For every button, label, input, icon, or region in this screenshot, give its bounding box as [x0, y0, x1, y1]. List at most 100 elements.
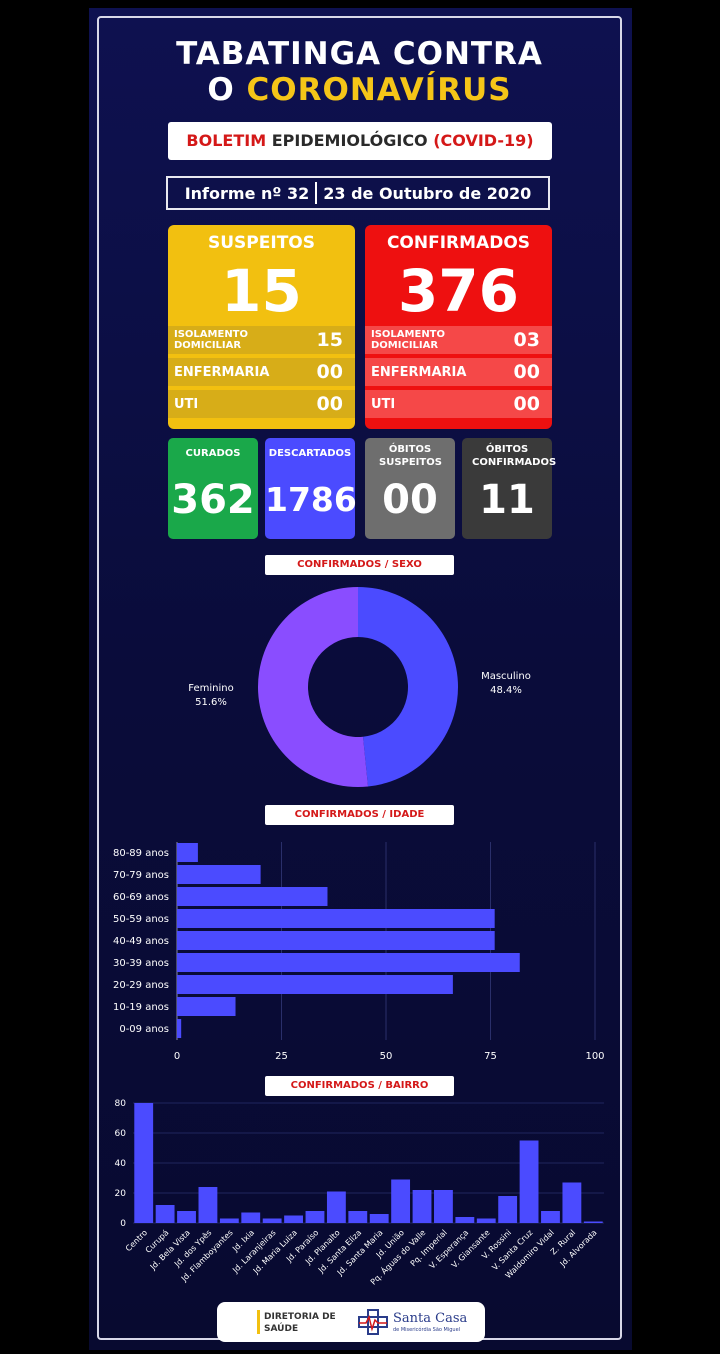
age-bar: [177, 1019, 182, 1038]
santa-casa-brand: Santa Casa: [393, 1311, 468, 1326]
bulletin-word-1: BOLETIM: [186, 131, 267, 150]
title-highlight: CORONAVÍRUS: [246, 72, 512, 108]
age-bar: [177, 865, 261, 884]
title-line-1: TABATINGA CONTRA: [176, 36, 543, 72]
age-x-tick: 50: [380, 1051, 393, 1062]
age-category-label: 40-49 anos: [113, 936, 169, 947]
bairro-bar: [134, 1103, 154, 1223]
section-title-sexo: CONFIRMADOS / SEXO: [265, 555, 454, 575]
stat-obitos-confirmados: ÓBITOS CONFIRMADOS 11: [462, 438, 557, 539]
bairro-bar: [177, 1211, 196, 1223]
age-bar: [177, 975, 453, 994]
title-prefix: O: [207, 72, 235, 108]
bairro-bar: [305, 1211, 325, 1223]
age-category-label: 10-19 anos: [113, 1002, 169, 1013]
row-label: UTI: [371, 396, 396, 412]
pie-slice-masculino: [358, 587, 458, 787]
stat-title: CURADOS: [185, 448, 241, 459]
bairro-bar: [476, 1218, 496, 1223]
confirmados-card: CONFIRMADOS 376 ISOLAMENTO DOMICILIAR 03 …: [365, 225, 552, 429]
row-value: 00: [316, 393, 343, 415]
bairro-bar: [326, 1191, 346, 1223]
suspeitos-row-uti: UTI 00: [168, 390, 355, 418]
bairro-bar: [412, 1190, 432, 1223]
age-bar: [177, 887, 328, 906]
diretoria-label: DIRETORIA DE SAÚDE: [264, 1311, 336, 1335]
row-value: 03: [513, 329, 540, 351]
bairro-bar: [583, 1221, 603, 1223]
sexo-donut-chart: Masculino 48.4% Feminino 51.6%: [188, 587, 531, 787]
masculino-label: Masculino: [481, 671, 531, 682]
age-category-label: 0-09 anos: [119, 1024, 169, 1035]
confirmados-title: CONFIRMADOS: [386, 233, 531, 253]
santa-casa-cross-icon: [358, 1309, 388, 1335]
confirmados-row-uti: UTI 00: [365, 390, 552, 418]
bairro-bar: [284, 1215, 303, 1223]
suspeitos-total: 15: [221, 257, 302, 325]
bairro-bar: [241, 1212, 261, 1223]
age-category-label: 20-29 anos: [113, 980, 169, 991]
footer-logos: DIRETORIA DE SAÚDE Santa Casa de Misericó…: [217, 1302, 485, 1342]
suspeitos-row-isolamento: ISOLAMENTO DOMICILIAR 15: [168, 326, 355, 354]
age-x-tick: 75: [484, 1051, 497, 1062]
section-title-idade: CONFIRMADOS / IDADE: [265, 805, 454, 825]
suspeitos-card: SUSPEITOS 15 ISOLAMENTO DOMICILIAR 15 ENF…: [168, 225, 355, 429]
bulletin-word-2: EPIDEMIOLÓGICO: [271, 131, 428, 150]
age-bar: [177, 997, 236, 1016]
stat-title: ÓBITOS CONFIRMADOS: [472, 444, 557, 468]
age-bar: [177, 931, 495, 950]
row-label: ISOLAMENTO DOMICILIAR: [371, 329, 446, 351]
masculino-percent: 48.4%: [490, 685, 522, 696]
diretoria-line-1: DIRETORIA DE: [264, 1312, 336, 1322]
bairro-bar: [455, 1217, 475, 1223]
row-value: 00: [316, 361, 343, 383]
bairro-bar: [562, 1182, 582, 1223]
age-category-label: 70-79 anos: [113, 870, 169, 881]
stat-value: 11: [479, 477, 535, 523]
bairro-bar: [262, 1218, 282, 1223]
row-label: UTI: [174, 396, 199, 412]
section-title-bairro: CONFIRMADOS / BAIRRO: [265, 1076, 454, 1096]
stat-curados: CURADOS 362: [168, 438, 258, 539]
age-x-tick: 25: [275, 1051, 288, 1062]
stat-title: ÓBITOS SUSPEITOS: [379, 444, 442, 468]
confirmados-total: 376: [397, 257, 520, 325]
diretoria-line-2: SAÚDE: [264, 1324, 299, 1334]
age-x-tick: 0: [174, 1051, 180, 1062]
santa-casa-subtitle: de Misericórdia São Miguel: [393, 1327, 461, 1333]
bairro-bar: [391, 1179, 411, 1223]
stat-value: 00: [382, 477, 438, 523]
age-x-tick: 100: [585, 1051, 604, 1062]
stat-value: 362: [171, 477, 255, 523]
age-bar: [177, 953, 520, 972]
informe-separator: [315, 182, 318, 204]
bairro-bar: [219, 1218, 239, 1223]
bairro-bar: [434, 1190, 453, 1223]
confirmados-row-enfermaria: ENFERMARIA 00: [365, 358, 552, 386]
bulletin-banner: BOLETIM EPIDEMIOLÓGICO (COVID-19): [168, 122, 552, 160]
bairro-y-tick: 0: [120, 1219, 126, 1229]
bulletin-word-3: (COVID-19): [433, 131, 534, 150]
row-value: 00: [513, 393, 540, 415]
bairro-bar: [369, 1214, 389, 1223]
stat-descartados: DESCARTADOS 1786: [265, 438, 357, 539]
age-category-label: 60-69 anos: [113, 892, 169, 903]
age-category-label: 50-59 anos: [113, 914, 169, 925]
row-value: 15: [316, 329, 343, 351]
informe-date: 23 de Outubro de 2020: [323, 183, 532, 203]
stat-title: DESCARTADOS: [268, 448, 352, 459]
age-category-label: 30-39 anos: [113, 958, 169, 969]
bairro-y-tick: 60: [115, 1129, 127, 1139]
feminino-percent: 51.6%: [195, 697, 227, 708]
feminino-label: Feminino: [188, 683, 233, 694]
confirmados-row-isolamento: ISOLAMENTO DOMICILIAR 03: [365, 326, 552, 354]
suspeitos-row-enfermaria: ENFERMARIA 00: [168, 358, 355, 386]
row-label: ENFERMARIA: [371, 364, 467, 380]
bairro-bar: [155, 1205, 175, 1223]
bairro-y-tick: 20: [115, 1189, 127, 1199]
bairro-bar: [541, 1211, 560, 1223]
informe-number: Informe nº 32: [184, 183, 310, 203]
bairro-bar: [198, 1187, 218, 1223]
idade-bar-chart: 0 25 50 75 100 80-89 anos 70-79 anos 60-69 anos…: [113, 842, 605, 1062]
